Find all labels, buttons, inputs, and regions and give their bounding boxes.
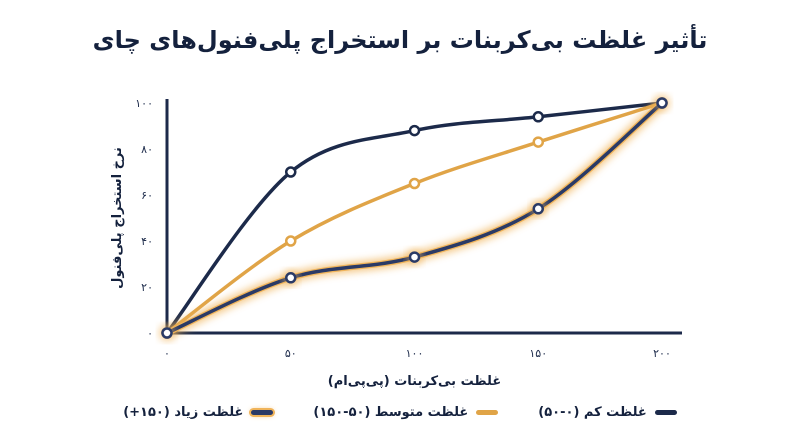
legend-label: غلظت متوسط (۵۰-۱۵۰) [313, 405, 469, 420]
axes [165, 99, 682, 335]
data-point [408, 177, 421, 190]
legend-label: غلظت زیاد (۱۵۰+) [123, 405, 244, 420]
x-tick-label: ۵۰ [285, 347, 297, 360]
data-point [161, 327, 173, 339]
legend-swatch [476, 410, 499, 415]
y-tick-label: ۰ [147, 327, 153, 340]
legend-label: غلظت کم (۰-۵۰) [538, 405, 647, 420]
data-point [532, 136, 544, 148]
data-point [656, 97, 668, 109]
chart-title: تأثیر غلظت بی‌کربنات بر استخراج پلی‌فنول… [92, 26, 708, 54]
x-axis-label: غلظت بی‌کربنات (پی‌پی‌ام) [328, 374, 501, 389]
y-tick-label: ۴۰ [141, 235, 153, 248]
data-point [408, 251, 421, 263]
legend-item-0: غلظت کم (۰-۵۰) [538, 405, 677, 420]
legend-swatch [654, 410, 677, 415]
data-point [285, 235, 297, 247]
data-point [285, 166, 297, 178]
series-lines [164, 99, 666, 338]
y-axis-label: نرخ استخراج پلی‌فنول [110, 147, 125, 289]
data-point [532, 111, 544, 123]
series-line-2 [165, 101, 664, 335]
legend-item-2: غلظت زیاد (۱۵۰+) [123, 405, 274, 420]
data-point [285, 272, 297, 284]
data-point [408, 124, 421, 137]
x-tick-label: ۱۵۰ [529, 347, 547, 360]
x-tick-label: ۰ [164, 347, 170, 360]
x-tick-label: ۲۰۰ [653, 347, 671, 360]
chart-legend: غلظت کم (۰-۵۰) غلظت متوسط (۵۰-۱۵۰) غلظت زی… [0, 405, 800, 420]
legend-item-1: غلظت متوسط (۵۰-۱۵۰) [313, 405, 499, 420]
y-tick-label: ۱۰۰ [135, 97, 153, 110]
series-points [159, 95, 670, 341]
data-point [532, 203, 544, 215]
legend-swatch [251, 410, 274, 415]
y-tick-label: ۸۰ [141, 143, 153, 156]
tick-labels: ۰ ۲۰ ۴۰ ۶۰ ۸۰ ۱۰۰ ۰ ۵۰ ۱۰۰ ۱۵۰ ۲۰۰ [135, 97, 671, 360]
y-tick-label: ۲۰ [141, 281, 153, 294]
x-tick-label: ۱۰۰ [406, 347, 424, 360]
y-tick-label: ۶۰ [141, 189, 153, 202]
